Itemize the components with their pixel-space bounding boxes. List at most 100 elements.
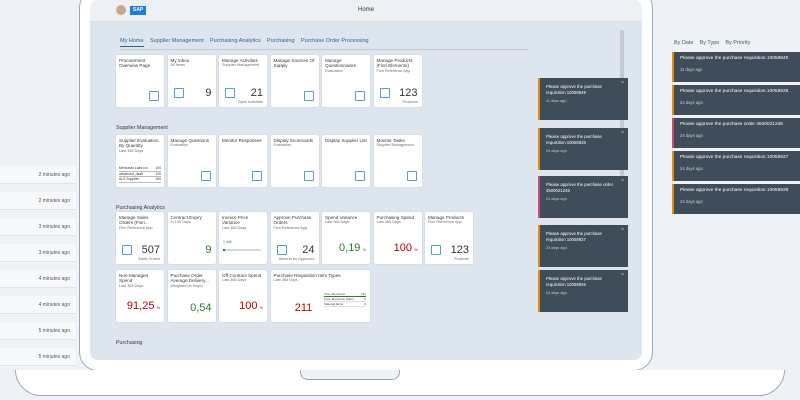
tile[interactable]: Manage Questionnaires Evaluation [322, 55, 370, 107]
tile[interactable]: Manage Sources Of Supply [270, 55, 319, 107]
mini-row: ALS Supplier 100 [119, 177, 161, 183]
notification-age: 24 days ago [546, 149, 567, 153]
notification-text: Please approve the purchase requisition … [680, 89, 789, 94]
tile-number: 9 [205, 244, 211, 256]
mini-label: advanced_dealt [119, 171, 143, 176]
tile-title: Monitor Responses [222, 138, 262, 143]
notification-card[interactable]: × Please approve the purchase requisition… [538, 225, 628, 267]
bar-row: Material Items 0 [324, 302, 366, 307]
tile[interactable]: Invoice Price Variance Last 365 Days 1,44K [219, 212, 267, 264]
mini-value: 100 [155, 171, 161, 176]
logo: SAP [130, 6, 146, 15]
group-title: Purchasing Analytics [116, 205, 165, 211]
number-unit: % [362, 247, 366, 252]
tile-number: 0,19% [339, 242, 366, 256]
tile-number: 123 [399, 87, 417, 99]
tile[interactable]: Display Scorecards Evaluation [270, 135, 319, 187]
tile-title: Manage Sales Orders (Fiori... [119, 215, 149, 226]
tile[interactable]: Non-Managed Spend Last 365 Days 91,25% [116, 270, 164, 322]
tile-subtitle: Last 365 Days [325, 220, 350, 225]
filter-tab[interactable]: By Date [674, 40, 694, 46]
tile-footer: Open Activities [237, 99, 263, 104]
mini-row: Mercurian Labs Inc 100 [119, 166, 161, 172]
tile-subtitle: In 100 Days [170, 220, 191, 225]
tile-title: Manage Questions [170, 138, 210, 143]
tab[interactable]: Purchase Order Processing [301, 38, 369, 44]
filter-tab[interactable]: By Priority [725, 40, 751, 46]
tab[interactable]: Supplier Management [150, 38, 204, 44]
tile-icon [355, 91, 365, 101]
tile[interactable]: Procurement Overview Page [116, 55, 164, 107]
number-value: 123 [450, 244, 469, 256]
tile[interactable]: Supplier Evaluation By Quantity Last 365 … [116, 135, 164, 187]
filter-tab[interactable]: By Type [699, 40, 720, 46]
tile-subtitle: Evaluation [325, 68, 343, 73]
tab[interactable]: My Home [120, 38, 144, 47]
notification-card[interactable]: Please approve the purchase order 450002… [672, 118, 800, 148]
notification-card[interactable]: Please approve the purchase requisition … [672, 151, 800, 181]
notification-card[interactable]: × Please approve the purchase requisition… [538, 78, 628, 120]
tile-subtitle: Last 365 Days [119, 148, 144, 153]
tile[interactable]: Spend Variance Last 365 Days 0,19% [322, 212, 370, 264]
tile[interactable]: Manage Products Fiori Reference App 123 Pro… [425, 212, 473, 264]
tab[interactable]: Purchasing Analytics [210, 38, 261, 44]
notification-time: 3 minutes ago [0, 244, 76, 262]
number-unit: % [259, 305, 263, 310]
tile-icon [431, 245, 441, 255]
tile[interactable]: Purchasing Spend Last 365 Days 100% [373, 212, 422, 264]
tile-icon [406, 171, 417, 181]
laptop-screen: SAP Home My Home Supplier Management Purch… [80, 0, 652, 370]
tile[interactable]: Manage Questions Evaluation [167, 135, 216, 187]
tile[interactable]: My Inbox All Items 9 [167, 55, 216, 107]
notification-age: 24 days ago [546, 197, 567, 201]
tile-title: Off Contract Spend [222, 273, 262, 278]
notification-card[interactable]: × Please approve the purchase order 45000… [538, 176, 628, 218]
tile[interactable]: Manage Activities Supplier Management 21 Op… [219, 55, 267, 107]
tile[interactable]: Manage Products (Fiori Elements) Fiori Re… [373, 55, 422, 107]
notification-age: 11 days ago [680, 67, 703, 72]
number-value: 9 [205, 87, 212, 99]
notification-text: Please approve the purchase order 450002… [680, 122, 783, 127]
notification-card[interactable]: Please approve the purchase requisition … [672, 52, 800, 82]
shell-bar: SAP Home [90, 0, 642, 22]
notification-card[interactable]: Please approve the purchase requisition … [672, 184, 800, 214]
bar-label: Free Text Items (Stoc) [324, 297, 354, 301]
bar-value: 0 [364, 297, 366, 301]
tile[interactable]: Purchase Order Average Delivery... Weight… [167, 270, 216, 322]
tile-subtitle: Last 365 Days [222, 225, 247, 230]
tile-title: My Inbox [170, 58, 190, 63]
tile-number: 0,54 [190, 302, 211, 314]
notification-time: 4 minutes ago [0, 270, 76, 288]
tile[interactable]: Approve Purchase Orders Fiori Reference A… [270, 212, 319, 264]
notification-time: 5 minutes ago [0, 322, 76, 340]
mini-label: ALS Supplier [119, 177, 139, 182]
tile-title: Supplier Evaluation By Quantity [119, 138, 159, 149]
tile-number: 100% [394, 242, 418, 256]
notification-card[interactable]: × Please approve the purchase requisition… [538, 270, 628, 312]
tile[interactable]: Manage Sales Orders (Fiori... Fiori Refer… [116, 212, 164, 264]
tile-title: Contract Expiry [170, 215, 202, 220]
tile[interactable]: Contract Expiry In 100 Days 9 [167, 212, 216, 264]
tile-subtitle: Fiori Reference App [428, 220, 462, 225]
tile[interactable]: Display Supplier List [322, 135, 370, 187]
notification-card[interactable]: × Please approve the purchase requisition… [538, 128, 628, 170]
tile[interactable]: Purchase Requisition Item Types Last 365 … [270, 270, 370, 322]
close-icon: × [621, 178, 624, 184]
tab[interactable]: Purchasing [267, 38, 295, 44]
tile[interactable]: Off Contract Spend Last 365 Days 100% [219, 270, 267, 322]
tile-title: Invoice Price Variance [222, 215, 249, 226]
notification-age: 24 days ago [680, 100, 703, 105]
tile-subtitle: Last 365 Days [119, 283, 144, 288]
filter-bar: By Date By Type By Priority [674, 40, 750, 46]
notification-time: 3 minutes ago [0, 218, 76, 236]
notification-age: 24 days ago [680, 199, 703, 204]
tile[interactable]: Monitor Tasks Supplier Management [373, 135, 422, 187]
tile-footer: Products [454, 256, 469, 261]
tile-icon [379, 88, 390, 98]
notification-card[interactable]: Please approve the purchase requisition … [672, 85, 800, 115]
tile[interactable]: Monitor Responses [219, 135, 267, 187]
close-icon: × [621, 130, 624, 136]
tile-subtitle: Fiori Reference App [376, 68, 411, 73]
number-value: 21 [250, 87, 263, 99]
